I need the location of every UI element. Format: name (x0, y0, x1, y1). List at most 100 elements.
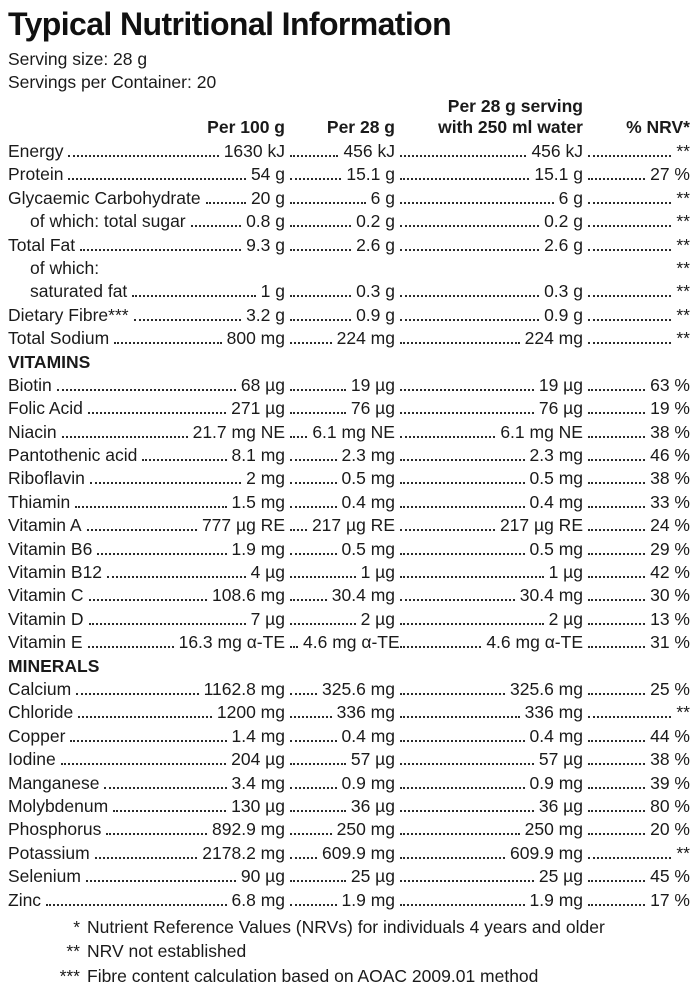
value-per-28g: 6.1 mg NE (312, 421, 395, 442)
value-nrv: ** (676, 234, 690, 255)
row-label: Folic Acid (8, 398, 83, 419)
dot-leader (60, 763, 227, 766)
value-nrv: 38 % (650, 468, 690, 489)
value-per-28g-water: 0.3 g (544, 281, 583, 302)
dot-leader (290, 295, 352, 298)
dot-leader (400, 856, 506, 859)
dot-leader (588, 856, 672, 859)
value-per-100g: 2 mg (246, 468, 285, 489)
value-per-28g-water-cell: 0.3 g (395, 281, 583, 302)
table-row: Vitamin E 16.3 mg α-TE 4.6 mg α-TE 4.6 mg α… (8, 632, 690, 655)
dot-leader (400, 786, 525, 789)
dot-leader (588, 248, 672, 251)
value-per-28g-water: 1 µg (548, 562, 583, 583)
value-nrv: 20 % (650, 819, 690, 840)
section-header: MINERALS (8, 656, 690, 679)
dot-leader (290, 856, 318, 859)
value-per-28g-cell: 336 mg (285, 702, 395, 723)
value-nrv: 24 % (650, 515, 690, 536)
row-label: Vitamin A (8, 515, 82, 536)
value-nrv-cell: 38 % (583, 422, 690, 443)
table-row: Copper 1.4 mg 0.4 mg 0.4 mg 44 % (8, 726, 690, 749)
value-per-28g: 36 µg (350, 795, 395, 816)
value-per-28g-cell: 609.9 mg (285, 843, 395, 864)
dot-leader (400, 248, 540, 251)
dot-leader (85, 880, 236, 883)
value-per-100g: 108.6 mg (212, 585, 285, 606)
row-label: Vitamin E (8, 632, 83, 653)
value-nrv-cell: 63 % (583, 375, 690, 396)
dot-leader (400, 552, 525, 555)
col-header-per-28g-water-line1: Per 28 g serving (447, 96, 583, 116)
dot-leader (89, 482, 242, 485)
value-per-100g: 800 mg (226, 328, 285, 349)
value-per-28g: 224 mg (336, 328, 395, 349)
dot-leader (290, 342, 332, 345)
value-per-28g: 0.5 mg (341, 538, 396, 559)
dot-leader (588, 201, 672, 204)
dot-leader (290, 716, 332, 719)
value-nrv-cell: 30 % (583, 585, 690, 606)
value-per-28g-water-cell: 1.9 mg (395, 890, 583, 911)
dot-leader (290, 763, 346, 766)
value-per-28g-water: 0.9 g (544, 304, 583, 325)
dot-leader (290, 903, 337, 906)
row-label: Riboflavin (8, 468, 85, 489)
dot-leader (588, 435, 646, 438)
row-label: of which: (30, 257, 100, 278)
dot-leader (68, 155, 219, 157)
dot-leader (400, 622, 544, 625)
value-per-28g-water-cell: 0.2 g (395, 211, 583, 232)
dot-leader (290, 552, 337, 555)
dot-leader (56, 388, 236, 391)
value-per-100g: 7 µg (250, 608, 285, 629)
value-per-100g: 8.1 mg (231, 445, 286, 466)
table-row: Pantothenic acid 8.1 mg 2.3 mg 2.3 mg 46 % (8, 445, 690, 468)
row-label: Dietary Fibre*** (8, 304, 129, 325)
value-per-28g-water-cell: 609.9 mg (395, 843, 583, 864)
row-label: Manganese (8, 772, 100, 793)
dot-leader (588, 318, 672, 321)
value-per-28g-cell: 0.5 mg (285, 539, 395, 560)
dot-leader (400, 739, 525, 742)
dot-leader (400, 646, 482, 649)
value-per-100g: 9.3 g (246, 234, 285, 255)
dot-leader (290, 529, 307, 532)
value-per-28g: 325.6 mg (322, 678, 395, 699)
value-nrv: 29 % (650, 538, 690, 559)
value-per-28g-cell: 0.5 mg (285, 468, 395, 489)
value-nrv-cell: 29 % (583, 539, 690, 560)
value-per-28g-water-cell: 15.1 g (395, 164, 583, 185)
value-per-28g-cell: 57 µg (285, 749, 395, 770)
value-per-100g: 1.5 mg (231, 491, 286, 512)
value-per-28g-water: 6.1 mg NE (500, 421, 583, 442)
value-per-28g: 2.6 g (356, 234, 395, 255)
dot-leader (290, 225, 352, 228)
dot-leader (290, 318, 352, 321)
value-per-28g-water-cell: 36 µg (395, 796, 583, 817)
value-per-28g-cell: 0.9 mg (285, 773, 395, 794)
table-row: Riboflavin 2 mg 0.5 mg 0.5 mg 38 % (8, 468, 690, 491)
footnote: ** NRV not established (8, 939, 690, 964)
col-header-per-28g: Per 28 g (326, 117, 395, 137)
value-per-100g: 0.8 g (246, 211, 285, 232)
value-per-28g-water-cell: 2 µg (395, 609, 583, 630)
dot-leader (104, 786, 227, 789)
value-nrv-cell: ** (583, 235, 690, 256)
table-row: Vitamin B6 1.9 mg 0.5 mg 0.5 mg 29 % (8, 539, 690, 562)
dot-leader (290, 880, 346, 883)
value-nrv-cell: 42 % (583, 562, 690, 583)
value-per-28g: 2 µg (360, 608, 395, 629)
footnote-mark: *** (59, 965, 80, 986)
value-per-28g: 217 µg RE (311, 515, 395, 536)
value-nrv-cell: 13 % (583, 609, 690, 630)
dot-leader (290, 201, 366, 204)
table-row: Vitamin B12 4 µg 1 µg 1 µg 42 % (8, 562, 690, 585)
value-per-28g-water-cell: 456 kJ (395, 141, 583, 162)
dot-leader (400, 435, 496, 438)
dot-leader (400, 505, 525, 508)
dot-leader (400, 809, 534, 812)
value-per-100g: 21.7 mg NE (192, 421, 285, 442)
value-per-28g-cell: 0.4 mg (285, 726, 395, 747)
